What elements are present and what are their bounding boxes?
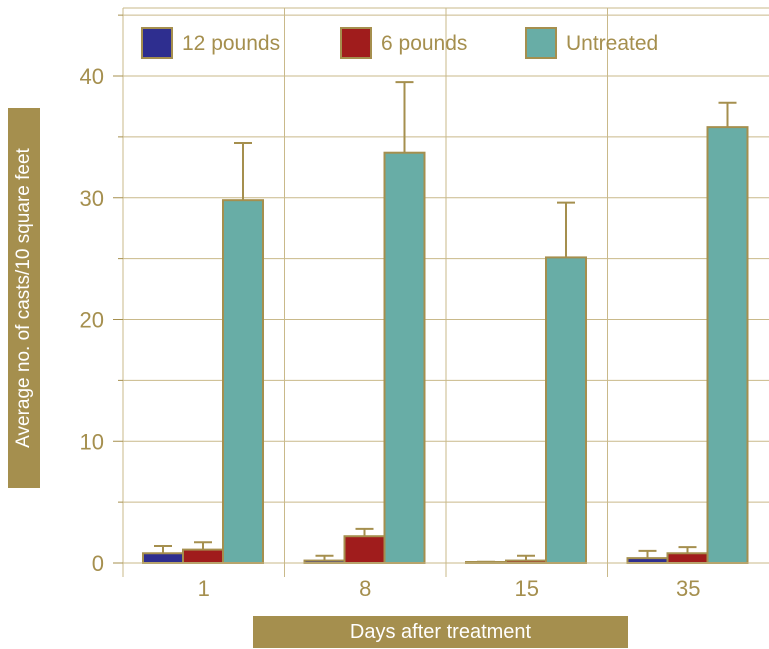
x-tick-label: 8 — [359, 576, 371, 601]
bar — [182, 548, 224, 564]
x-tick-label: 35 — [676, 576, 700, 601]
y-tick-label: 10 — [80, 429, 104, 454]
x-tick-label: 1 — [198, 576, 210, 601]
legend: 12 pounds 6 pounds Untreated — [141, 27, 658, 59]
legend-label: Untreated — [566, 32, 658, 55]
bars — [142, 81, 749, 565]
y-axis-label-box — [8, 108, 40, 488]
legend-swatch — [141, 27, 173, 59]
bar — [343, 535, 386, 565]
grid — [123, 7, 769, 577]
bar — [706, 126, 749, 564]
x-tick-label: 15 — [515, 576, 539, 601]
bar — [222, 199, 264, 564]
legend-label: 12 pounds — [182, 32, 280, 55]
legend-swatch — [340, 27, 372, 59]
bar — [383, 151, 426, 564]
x-axis-label: Days after treatment — [253, 616, 628, 648]
bar — [545, 256, 587, 564]
bar — [142, 552, 184, 565]
bar — [666, 552, 709, 565]
y-axis-label: Average no. of casts/10 square feet — [13, 148, 34, 448]
y-tick-label: 20 — [80, 308, 104, 333]
y-tick-label: 0 — [92, 551, 104, 576]
y-tick-label: 40 — [80, 64, 104, 89]
y-tick-label: 30 — [80, 186, 104, 211]
bar — [626, 557, 669, 565]
legend-swatch — [525, 27, 557, 59]
legend-label: 6 pounds — [381, 32, 467, 55]
axes: 0 10 20 30 40 1 8 15 35 — [80, 8, 769, 601]
